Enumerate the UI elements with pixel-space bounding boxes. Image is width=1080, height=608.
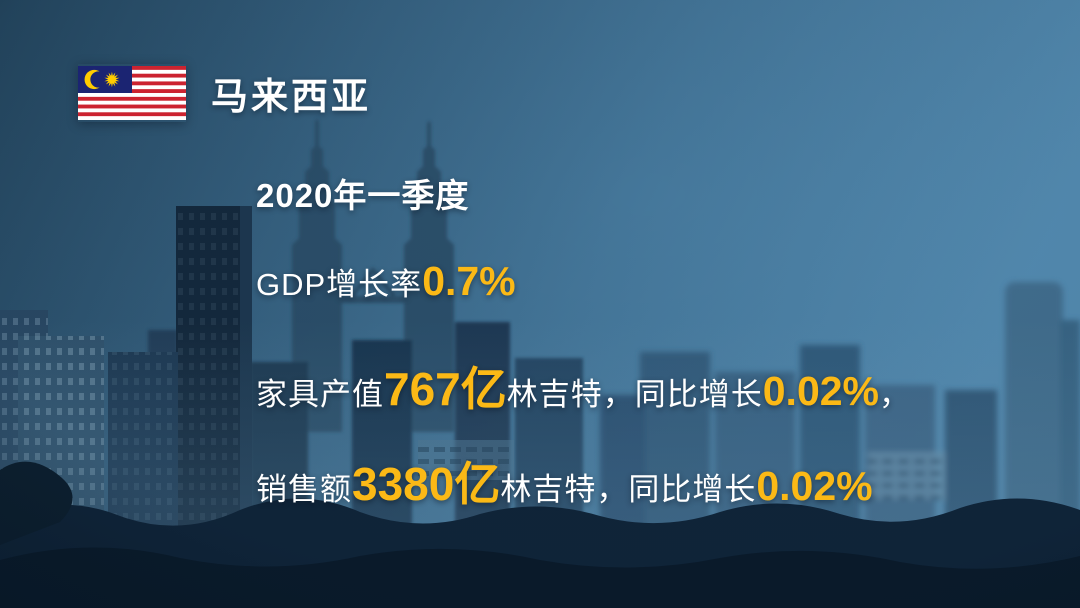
gdp-label: GDP增长率: [256, 267, 423, 302]
sales-unit-text: 林吉特，同比增长: [500, 472, 757, 507]
sales-label: 销售额: [256, 472, 352, 507]
stat-line-sales: 销售额3380亿林吉特，同比增长0.02%: [256, 448, 873, 514]
stat-line-furniture-output: 家具产值767亿林吉特，同比增长0.02%，: [256, 353, 911, 419]
furniture-unit-text: 林吉特，同比增长: [506, 377, 763, 412]
stat-line-gdp: GDP增长率0.7%: [256, 258, 516, 305]
furniture-value: 767亿: [384, 363, 507, 415]
furniture-label: 家具产值: [256, 377, 384, 412]
country-title: 马来西亚: [211, 76, 371, 117]
malaysia-flag-icon: [78, 66, 186, 120]
furniture-tail-comma: ，: [879, 377, 912, 412]
gdp-value: 0.7%: [422, 258, 516, 304]
sales-growth: 0.02%: [756, 463, 873, 509]
period-heading: 2020年一季度: [256, 177, 470, 214]
sales-value: 3380亿: [352, 458, 501, 510]
furniture-growth: 0.02%: [762, 368, 880, 414]
